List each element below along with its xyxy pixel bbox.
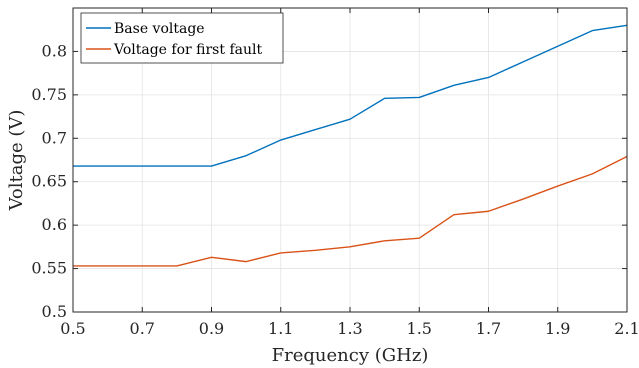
x-tick-label: 0.5 [60, 319, 85, 338]
series-lines [73, 24, 628, 267]
y-tick-label: 0.6 [42, 215, 67, 234]
x-tick-label: 1.3 [337, 319, 362, 338]
y-tick-labels: 0.5 0.55 0.6 0.65 0.7 0.75 0.8 [31, 41, 67, 321]
y-tick-label: 0.65 [31, 172, 67, 191]
x-tick-label: 1.5 [407, 319, 432, 338]
y-tick-label: 0.75 [31, 85, 67, 104]
y-tick-label: 0.7 [42, 128, 67, 147]
tick-marks [72, 8, 628, 313]
legend-label-1: Voltage for first fault [113, 42, 262, 58]
x-tick-label: 0.7 [130, 319, 155, 338]
legend-box [80, 12, 284, 64]
x-tick-labels: 0.5 0.7 0.9 1.1 1.3 1.5 1.7 1.9 2.1 [60, 319, 639, 338]
x-tick-label: 0.9 [199, 319, 224, 338]
legend-label-0: Base voltage [114, 21, 205, 37]
y-tick-label: 0.8 [42, 41, 67, 60]
x-tick-label: 1.1 [268, 319, 293, 338]
x-tick-label: 2.1 [614, 319, 639, 338]
x-tick-label: 1.9 [545, 319, 570, 338]
legend: Base voltage Voltage for first fault [80, 12, 284, 64]
y-axis-title: Voltage (V) [6, 110, 27, 212]
x-axis-title: Frequency (GHz) [272, 345, 429, 366]
series-line-1 [73, 155, 628, 267]
series-line-0 [73, 24, 628, 167]
y-tick-label: 0.5 [42, 302, 67, 321]
x-tick-label: 1.7 [476, 319, 501, 338]
y-tick-label: 0.55 [31, 259, 67, 278]
